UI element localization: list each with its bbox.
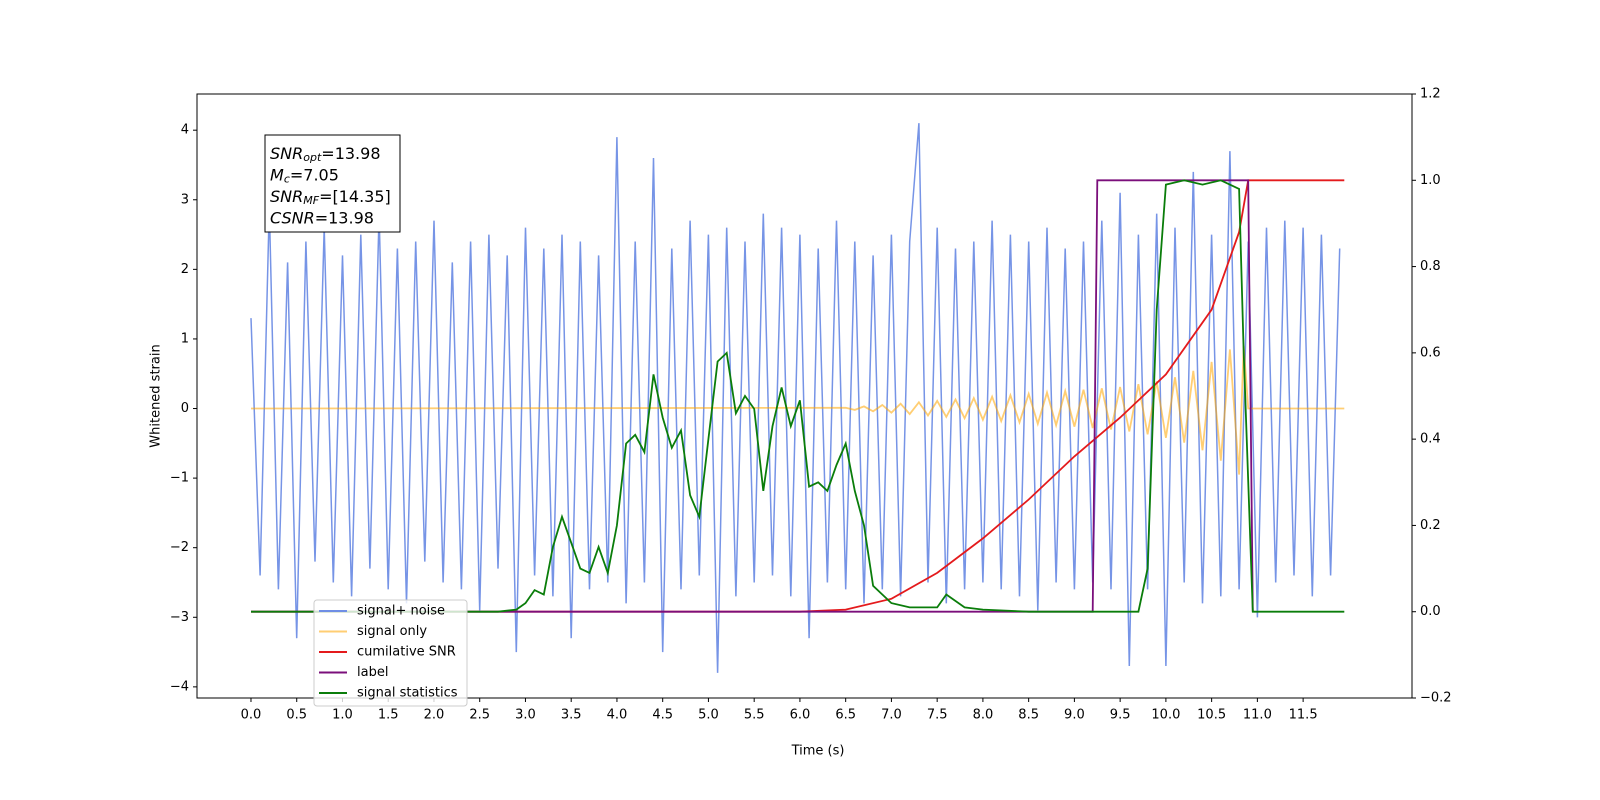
legend-label: signal+ noise [357, 604, 445, 619]
y2-tick-label: 0.0 [1420, 604, 1441, 619]
x-tick-label: 6.0 [790, 708, 811, 723]
series-line [251, 179, 1345, 613]
legend-label: signal only [357, 624, 427, 639]
annotation-value: =13.98 [315, 208, 374, 227]
x-tick-label: 1.0 [332, 708, 353, 723]
x-tick-label: 1.5 [378, 708, 399, 723]
series-line [251, 179, 1254, 613]
y-tick-label: −4 [170, 679, 189, 694]
x-axis-label: Time (s) [791, 744, 845, 759]
y-tick-label: 2 [181, 262, 189, 277]
y-tick-label: −2 [170, 540, 189, 555]
y2-tick-label: 1.2 [1420, 87, 1441, 102]
x-tick-label: 9.5 [1110, 708, 1131, 723]
annotation-sub: opt [303, 151, 322, 164]
annotation-name: SNR [270, 144, 303, 163]
x-tick-label: 7.5 [927, 708, 948, 723]
x-tick-label: 7.0 [881, 708, 902, 723]
x-tick-label: 4.5 [652, 708, 673, 723]
annotation-line: SNRopt=13.98 [270, 144, 381, 165]
y-tick-label: 4 [181, 123, 189, 138]
y2-tick-label: 0.2 [1420, 518, 1441, 533]
x-tick-label: 9.0 [1064, 708, 1085, 723]
x-tick-label: 10.5 [1197, 708, 1226, 723]
x-tick-label: 0.0 [241, 708, 262, 723]
x-tick-label: 4.0 [607, 708, 628, 723]
annotation-line: Mc=7.05 [270, 165, 339, 186]
y-tick-label: 3 [181, 192, 189, 207]
x-tick-label: 11.5 [1289, 708, 1318, 723]
x-tick-label: 10.0 [1151, 708, 1180, 723]
x-tick-label: 2.0 [424, 708, 445, 723]
annotation-line: SNRMF=[14.35] [270, 187, 391, 208]
series-line [251, 179, 1345, 613]
y2-tick-label: 0.6 [1420, 345, 1441, 360]
annotation-name: CSNR [270, 208, 315, 227]
y2-tick-label: −0.2 [1420, 691, 1452, 706]
x-tick-label: 8.0 [973, 708, 994, 723]
annotation-box [264, 134, 401, 233]
x-tick-label: 3.5 [561, 708, 582, 723]
annotation-sub: c [284, 173, 290, 186]
y2-tick-label: 0.8 [1420, 259, 1441, 274]
y-tick-label: 1 [181, 331, 189, 346]
annotation-line: CSNR=13.98 [270, 208, 374, 227]
annotation-value: =[14.35] [319, 187, 391, 206]
legend-label: cumilative SNR [357, 645, 456, 660]
x-tick-label: 11.0 [1243, 708, 1272, 723]
legend-box [313, 599, 468, 707]
annotation-value: =7.05 [290, 165, 339, 184]
annotation-sub: MF [303, 194, 319, 207]
x-tick-label: 2.5 [469, 708, 490, 723]
annotation-name: SNR [270, 187, 303, 206]
x-tick-label: 3.0 [515, 708, 536, 723]
y2-tick-label: 1.0 [1420, 173, 1441, 188]
series-line [250, 345, 1345, 475]
x-tick-label: 6.5 [835, 708, 856, 723]
y-axis-label: Whitened strain [149, 344, 164, 447]
x-tick-label: 5.0 [698, 708, 719, 723]
x-tick-label: 8.5 [1018, 708, 1039, 723]
x-tick-label: 0.5 [286, 708, 307, 723]
annotation-name: M [270, 165, 284, 184]
plot-frame [196, 93, 1413, 699]
y-tick-label: 0 [181, 401, 189, 416]
y2-tick-label: 0.4 [1420, 432, 1441, 447]
y-tick-label: −3 [170, 610, 189, 625]
legend-label: label [357, 665, 388, 680]
y-tick-label: −1 [170, 471, 189, 486]
annotation-value: =13.98 [321, 144, 380, 163]
legend-label: signal statistics [357, 686, 458, 701]
x-tick-label: 5.5 [744, 708, 765, 723]
